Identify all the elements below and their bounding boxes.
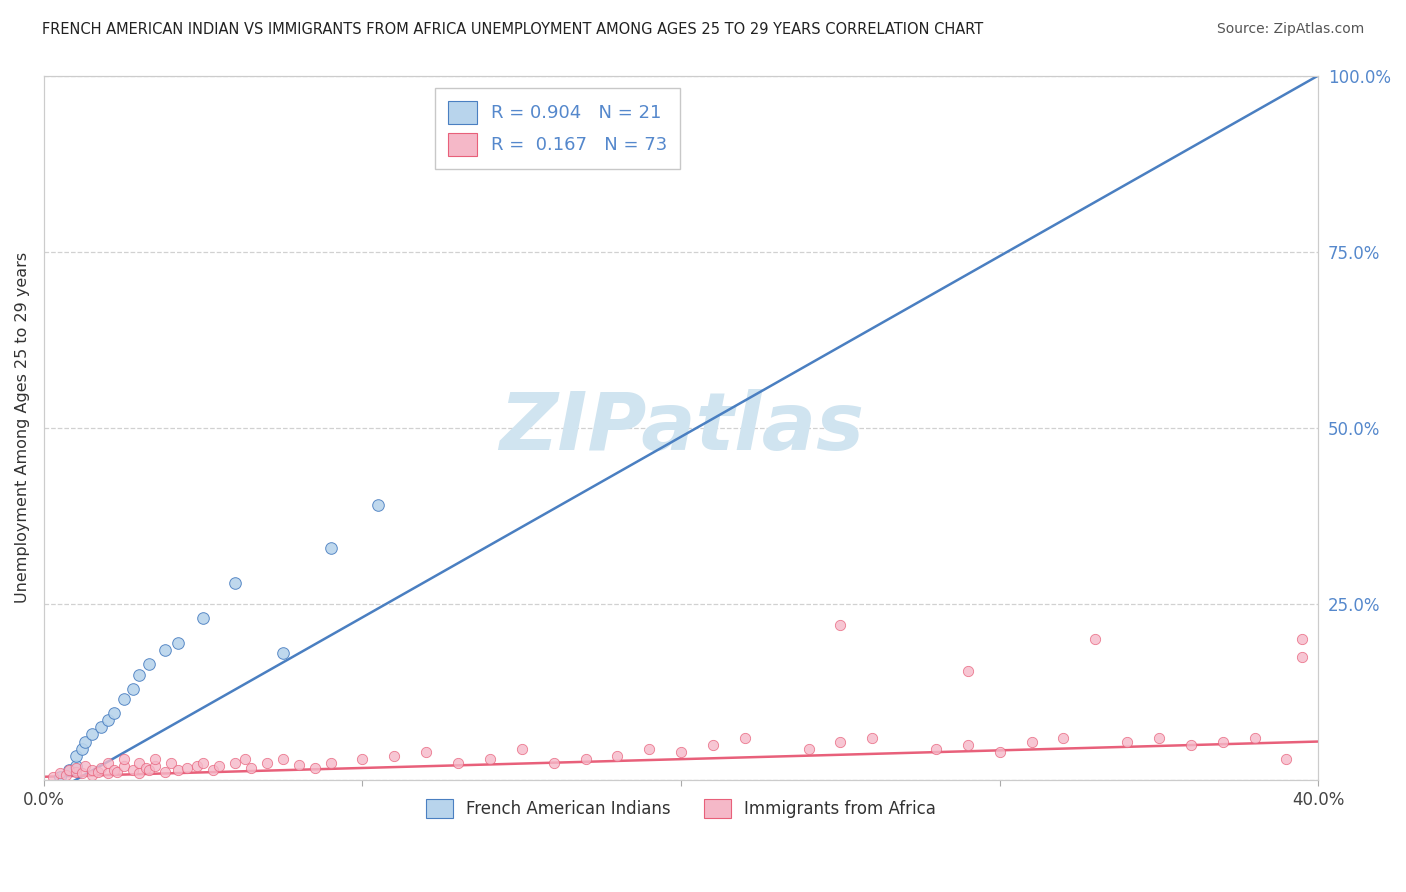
Point [224,756,246,770]
Point [1291,632,1313,647]
Point [80,727,103,741]
Point [193,611,215,625]
Point [55,767,77,781]
Point [58,763,80,777]
Point [90,761,112,775]
Point [75,734,97,748]
Point [638,741,661,756]
Point [415,745,437,759]
Point [70,741,93,756]
Point [65,748,87,763]
Point [87,764,110,779]
Point [287,757,309,772]
Point [138,763,160,777]
Point [70,766,93,780]
Point [166,636,188,650]
Point [956,738,979,752]
Point [1116,734,1139,748]
Point [830,734,852,748]
Point [319,541,342,555]
Point [382,748,405,763]
Point [49,770,72,784]
Point [122,681,145,696]
Point [75,759,97,773]
Point [201,763,224,777]
Y-axis label: Unemployment Among Ages 25 to 29 years: Unemployment Among Ages 25 to 29 years [15,252,30,604]
Point [233,752,256,766]
Point [1084,632,1107,647]
Point [702,738,724,752]
Point [925,741,948,756]
Point [122,763,145,777]
Point [112,752,135,766]
Point [543,756,565,770]
Point [606,748,628,763]
Point [447,756,470,770]
Point [49,766,72,780]
Point [367,499,389,513]
Point [1291,650,1313,665]
Point [65,764,87,779]
Point [145,752,167,766]
Point [153,764,176,779]
Text: Source: ZipAtlas.com: Source: ZipAtlas.com [1216,22,1364,37]
Point [319,756,342,770]
Point [103,763,125,777]
Point [58,763,80,777]
Point [574,752,596,766]
Point [956,664,979,678]
Point [304,761,326,775]
Point [208,759,231,773]
Point [271,752,294,766]
Point [734,731,756,745]
Point [138,657,160,671]
Point [1052,731,1074,745]
Point [42,770,65,784]
Point [478,752,501,766]
Point [112,759,135,773]
Point [797,741,820,756]
Point [1243,731,1265,745]
Point [166,763,188,777]
Point [128,766,150,780]
Point [176,761,198,775]
Point [65,761,87,775]
Point [128,756,150,770]
Point [1021,734,1043,748]
Point [860,731,883,745]
Point [145,759,167,773]
Point [256,756,278,770]
Point [224,576,246,591]
Legend: French American Indians, Immigrants from Africa: French American Indians, Immigrants from… [419,793,942,825]
Point [186,759,208,773]
Point [830,618,852,632]
Point [240,761,263,775]
Point [193,756,215,770]
Text: ZIPatlas: ZIPatlas [499,389,863,467]
Point [90,721,112,735]
Point [1275,752,1298,766]
Point [1212,734,1234,748]
Point [510,741,533,756]
Point [271,647,294,661]
Text: FRENCH AMERICAN INDIAN VS IMMIGRANTS FROM AFRICA UNEMPLOYMENT AMONG AGES 25 TO 2: FRENCH AMERICAN INDIAN VS IMMIGRANTS FRO… [42,22,983,37]
Point [135,761,157,775]
Point [128,667,150,681]
Point [65,759,87,773]
Point [160,756,183,770]
Point [80,763,103,777]
Point [105,764,128,779]
Point [103,706,125,721]
Point [80,767,103,781]
Point [97,714,120,728]
Point [1180,738,1202,752]
Point [153,643,176,657]
Point [352,752,374,766]
Point [97,756,120,770]
Point [112,692,135,706]
Point [988,745,1011,759]
Point [97,766,120,780]
Point [1147,731,1170,745]
Point [669,745,692,759]
